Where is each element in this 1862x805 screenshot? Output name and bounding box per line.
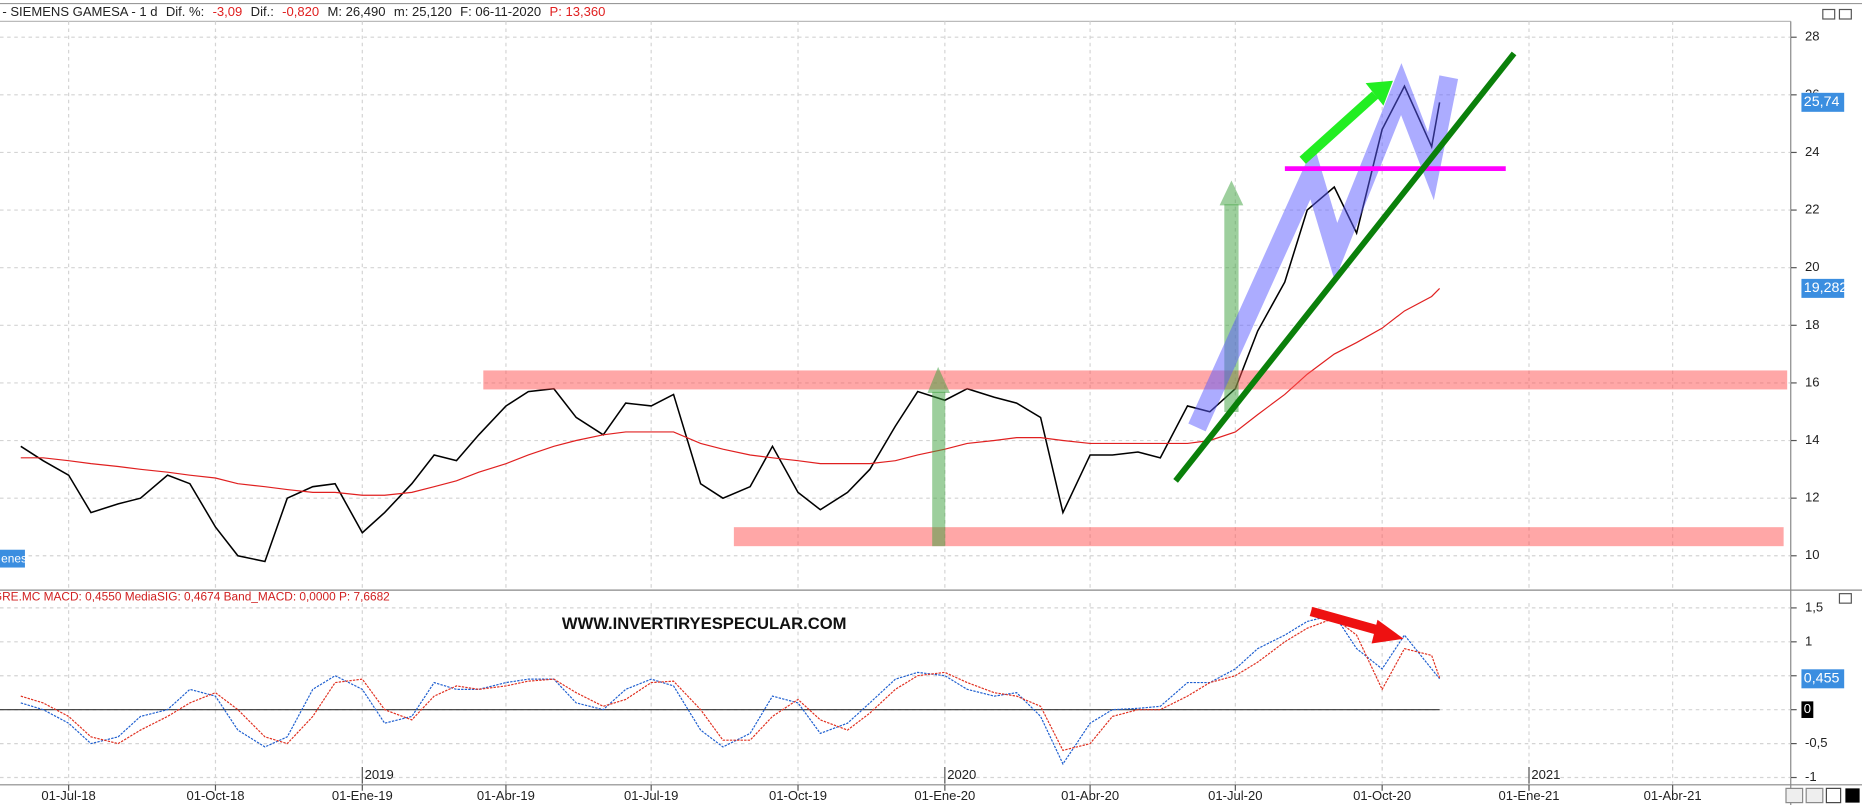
y-tick-box: [1801, 701, 1814, 718]
x-tick-label: 01-Oct-18: [186, 788, 244, 803]
y-tick-label: 10: [1805, 547, 1820, 562]
arrow-head: [1365, 80, 1393, 106]
value-box: [1801, 278, 1845, 298]
arrow-head: [1219, 180, 1244, 206]
header-item: F: 06-11-2020: [460, 5, 541, 20]
x-tick-label: 01-Ene-21: [1499, 788, 1560, 803]
panel-title: GRE.MC MACD: 0,4550 MediaSIG: 0,4674 Ban…: [0, 589, 390, 603]
series-line: [20, 287, 1441, 496]
x-tick-label: 01-Jul-19: [624, 788, 678, 803]
arrow-head: [927, 366, 950, 394]
x-tick-label: 01-Ene-20: [914, 788, 975, 803]
year-label: 2021: [1531, 767, 1560, 782]
series-line: [20, 613, 1441, 766]
y-tick-label: 22: [1805, 202, 1820, 217]
header-item: P: 13,360: [550, 5, 606, 20]
side-label: enes: [1, 551, 27, 565]
header-item: -3,09: [213, 5, 243, 20]
arrow-body: [932, 391, 946, 547]
x-tick-label: 01-Oct-20: [1353, 788, 1411, 803]
y-tick-label: -0,5: [1805, 735, 1827, 750]
arrow-body: [1309, 606, 1385, 637]
window-button[interactable]: [1838, 8, 1852, 20]
scroll-button[interactable]: [1805, 787, 1824, 804]
support-band: [733, 527, 1784, 547]
y-tick-label: 20: [1805, 259, 1820, 274]
scroll-button[interactable]: [1785, 787, 1804, 804]
y-tick-label: 14: [1805, 432, 1820, 447]
year-label: 2019: [365, 767, 394, 782]
y-tick-label: 0: [1804, 701, 1811, 716]
x-tick-label: 01-Jul-20: [1208, 788, 1262, 803]
y-tick-label: 28: [1805, 29, 1820, 44]
header-item: Dif. %:: [166, 5, 204, 20]
header-item: -0,820: [282, 5, 319, 20]
value-box-label: 0,455: [1804, 671, 1840, 687]
arrow-body: [1299, 91, 1379, 164]
y-tick-label: 1,5: [1805, 599, 1823, 614]
header-item: - SIEMENS GAMESA - 1 d: [2, 5, 157, 20]
header-item: m: 25,120: [394, 5, 452, 20]
header-item: Dif.:: [251, 5, 274, 20]
arrow-head: [1371, 619, 1404, 644]
y-tick-label: -1: [1805, 769, 1817, 784]
y-tick-label: 16: [1805, 374, 1820, 389]
header-item: M: 26,490: [327, 5, 385, 20]
x-tick-label: 01-Abr-19: [477, 788, 535, 803]
trendline: [1173, 51, 1517, 483]
value-box: [1801, 92, 1845, 112]
window-button[interactable]: [1822, 8, 1836, 20]
y-tick-label: 1: [1805, 633, 1812, 648]
x-tick-label: 01-Jul-18: [41, 788, 95, 803]
watermark: WWW.INVERTIRYESPECULAR.COM: [562, 614, 847, 633]
resistance-band: [483, 370, 1788, 390]
value-box-label: 19,282: [1804, 280, 1848, 296]
x-tick-label: 01-Abr-21: [1644, 788, 1702, 803]
year-label: 2020: [947, 767, 976, 782]
window-button[interactable]: [1838, 593, 1852, 604]
y-tick-label: 12: [1805, 490, 1820, 505]
y-tick-label: 24: [1805, 144, 1820, 159]
scroll-button[interactable]: [1845, 788, 1860, 803]
x-tick-label: 01-Ene-19: [332, 788, 393, 803]
value-box-label: 25,74: [1804, 94, 1840, 110]
x-tick-label: 01-Oct-19: [769, 788, 827, 803]
value-box: [1801, 669, 1845, 689]
y-tick-label: 18: [1805, 317, 1820, 332]
x-tick-label: 01-Abr-20: [1061, 788, 1119, 803]
annotations: [483, 51, 1788, 644]
side-label-box: [0, 549, 25, 568]
header: - SIEMENS GAMESA - 1 d Dif. %: -3,09 Dif.: -…: [2, 5, 605, 20]
scroll-button[interactable]: [1825, 787, 1842, 804]
